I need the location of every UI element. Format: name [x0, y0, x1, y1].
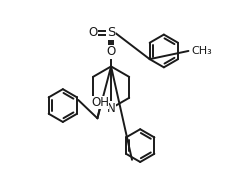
Text: S: S: [107, 26, 115, 39]
Text: O: O: [88, 26, 98, 39]
Text: N: N: [107, 102, 115, 115]
Text: OH: OH: [91, 96, 109, 109]
Text: CH₃: CH₃: [191, 46, 212, 56]
Text: O: O: [106, 45, 116, 58]
